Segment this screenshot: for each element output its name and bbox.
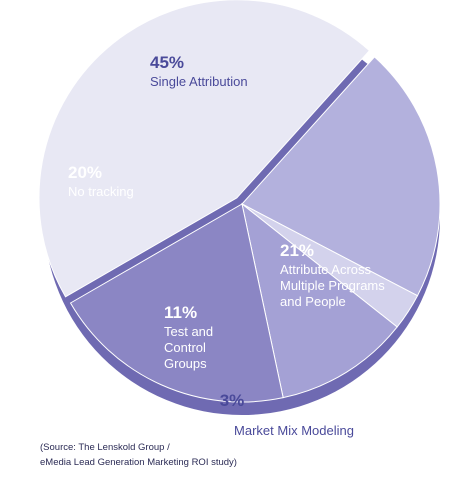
pie-labels: 45% Single Attribution 21% Attribute Across…: [68, 53, 385, 438]
slice-category-label-0: Single Attribution: [150, 74, 248, 89]
pie-slice-0: [38, 0, 371, 298]
slice-percent-label-0: 45%: [150, 53, 184, 72]
slice-category-label-line: Multiple Programs: [280, 278, 385, 293]
source-line-2: eMedia Lead Generation Marketing ROI stu…: [40, 457, 237, 468]
slice-category-label-4: No tracking: [68, 184, 134, 199]
source-line-1: (Source: The Lenskold Group /: [40, 442, 170, 453]
slice-category-label-2: Market Mix Modeling: [234, 423, 354, 438]
pie-slice-1: [241, 56, 441, 297]
slice-category-label-line: Single Attribution: [150, 74, 248, 89]
slice-category-label-1: Attribute Across Multiple Programs and Peo…: [280, 262, 385, 309]
slice-category-label-line: Groups: [164, 356, 207, 371]
slice-category-label-line: Market Mix Modeling: [234, 423, 354, 438]
source-note: (Source: The Lenskold Group / eMedia Lea…: [40, 440, 420, 470]
pie-slice-3: [241, 202, 398, 399]
slice-category-label-line: Control: [164, 340, 206, 355]
slice-category-label-3: Test and Control Groups: [164, 324, 213, 371]
slice-percent-label-2: 3%: [220, 391, 245, 410]
pie-slices: [38, 0, 441, 403]
pie-slice-4: [69, 203, 284, 403]
slice-category-label-line: No tracking: [68, 184, 134, 199]
slice-percent-label-4: 20%: [68, 163, 102, 182]
slice-percent-label-1: 21%: [280, 241, 314, 260]
slice-category-label-line: Attribute Across: [280, 262, 372, 277]
slice-category-label-line: and People: [280, 294, 346, 309]
slice-category-label-line: Test and: [164, 324, 213, 339]
slice-percent-label-3: 11%: [164, 303, 197, 322]
